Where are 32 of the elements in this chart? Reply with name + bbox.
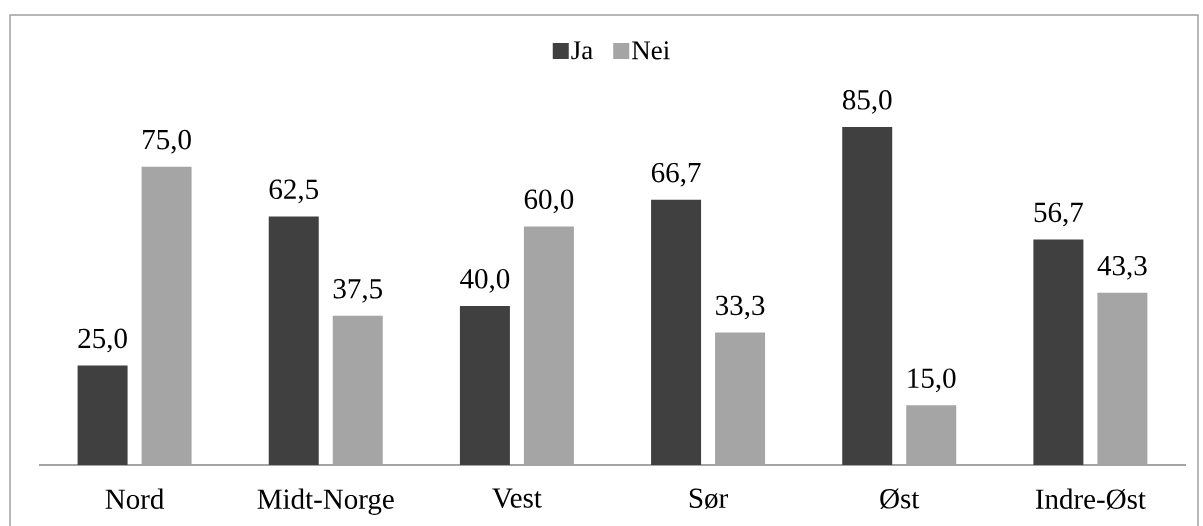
- x-tick-label: Øst: [880, 488, 920, 509]
- bar: [906, 405, 957, 465]
- data-label: 66,7: [651, 162, 701, 187]
- bar: [842, 126, 893, 465]
- data-label: 37,5: [333, 279, 382, 303]
- x-tick-label: Indre-Øst: [1035, 488, 1146, 510]
- data-label: 56,7: [1034, 202, 1083, 227]
- x-tick-label: Midt-Norge: [257, 488, 394, 515]
- data-label: 33,3: [716, 295, 765, 320]
- data-label: 75,0: [143, 129, 191, 154]
- bar: [77, 365, 128, 465]
- bar: [715, 332, 766, 465]
- data-label: 15,0: [908, 368, 956, 393]
- bar: [1097, 292, 1148, 465]
- x-tick-label: Nord: [105, 488, 165, 509]
- x-tick-label: Vest: [492, 488, 542, 508]
- data-label: 40,0: [460, 268, 510, 293]
- bar: [459, 305, 510, 465]
- data-label: 85,0: [842, 90, 892, 114]
- legend-label: Nei: [632, 41, 670, 60]
- data-label: 43,3: [1097, 255, 1147, 280]
- data-label: 25,0: [78, 328, 127, 353]
- data-label: 60,0: [524, 189, 574, 214]
- bar: [651, 199, 702, 465]
- x-tick-label: Sør: [689, 488, 728, 509]
- bar: [523, 226, 574, 465]
- data-label: 62,5: [269, 179, 318, 204]
- bar: [268, 216, 319, 465]
- bar: [1033, 239, 1084, 465]
- legend-label: Ja: [571, 41, 593, 60]
- bar: [141, 166, 192, 465]
- bar: [332, 315, 383, 465]
